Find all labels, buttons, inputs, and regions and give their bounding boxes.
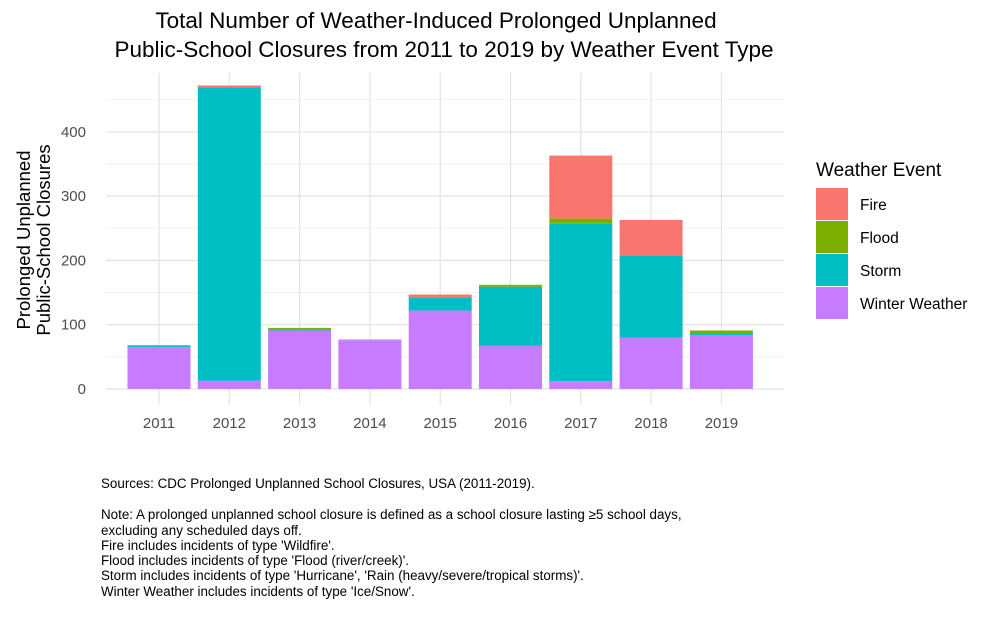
- x-tick-label: 2017: [564, 415, 597, 432]
- legend: Weather Event Fire Flood Storm Winter Weath…: [816, 160, 967, 319]
- chart-title-line-1: Total Number of Weather-Induced Prolonge…: [155, 8, 716, 33]
- x-tick-label: 2015: [424, 415, 457, 432]
- caption-note-line: Winter Weather includes incidents of typ…: [101, 583, 415, 599]
- bar-2011-storm: [127, 345, 191, 348]
- legend-label: Fire: [860, 197, 887, 214]
- y-tick-label: 400: [61, 124, 86, 141]
- bar-2013-storm: [268, 329, 332, 331]
- bar-2019-storm: [689, 333, 753, 335]
- legend-swatch-winter-weather: [816, 287, 848, 319]
- bar-2018-fire: [619, 219, 683, 256]
- bar-2014-winter-weather: [338, 340, 402, 389]
- legend-label: Storm: [860, 263, 901, 280]
- y-tick-label: 300: [61, 188, 86, 205]
- caption-note-line: Storm includes incidents of type 'Hurric…: [101, 568, 584, 584]
- bar-2012-fire: [197, 85, 261, 88]
- legend-items: Fire Flood Storm Winter Weather: [816, 188, 967, 319]
- caption-sources: Sources: CDC Prolonged Unplanned School …: [101, 476, 535, 491]
- x-tick-label: 2018: [634, 415, 667, 432]
- bar-2016-winter-weather: [479, 345, 542, 389]
- bar-2015-winter-weather: [408, 310, 472, 389]
- bar-2018-storm: [619, 255, 683, 338]
- y-tick-label: 0: [78, 381, 86, 398]
- legend-swatch-fire: [816, 188, 848, 220]
- y-axis-title-line-1: Prolonged Unplanned: [13, 151, 34, 330]
- x-tick-label: 2019: [705, 415, 738, 432]
- legend-title: Weather Event: [816, 160, 942, 181]
- legend-label: Winter Weather: [860, 296, 967, 313]
- bar-2017-flood: [549, 218, 613, 224]
- chart-title-line-2: Public-School Closures from 2011 to 2019…: [114, 37, 773, 62]
- bar-2017-winter-weather: [549, 381, 613, 389]
- bar-2019-winter-weather: [689, 334, 753, 389]
- bar-2015-flood: [408, 297, 472, 298]
- bar-2013-flood: [268, 327, 332, 330]
- x-tick-label: 2012: [213, 415, 246, 432]
- bar-2011-winter-weather: [127, 347, 191, 389]
- bar-2014-fire: [338, 339, 402, 341]
- y-axis-ticks: 0 100 200 300 400: [61, 124, 86, 398]
- bar-2018-winter-weather: [619, 337, 683, 389]
- legend-swatch-flood: [816, 221, 848, 253]
- legend-label: Flood: [860, 230, 899, 247]
- x-tick-label: 2014: [353, 415, 386, 432]
- bar-2016-flood: [479, 284, 542, 287]
- caption-note-line: Note: A prolonged unplanned school closu…: [101, 507, 682, 523]
- x-tick-label: 2013: [283, 415, 316, 432]
- chart-caption: Sources: CDC Prolonged Unplanned School …: [101, 476, 682, 599]
- caption-note-line: Fire includes incidents of type 'Wildfir…: [101, 537, 335, 553]
- y-axis-title: Prolonged Unplanned Public-School Closur…: [13, 144, 54, 335]
- bar-2015-storm: [408, 297, 472, 311]
- y-tick-label: 200: [61, 252, 86, 269]
- bar-2012-winter-weather: [197, 380, 261, 389]
- bar-2013-winter-weather: [268, 330, 332, 389]
- bar-2015-fire: [408, 294, 472, 298]
- bar-2019-flood: [689, 330, 753, 334]
- caption-note-line: excluding any scheduled days off.: [101, 522, 302, 538]
- x-axis-ticks: 2011 2012 2013 2014 2015 2016 2017 2018 2019: [143, 415, 738, 432]
- bars: [127, 85, 753, 389]
- x-tick-label: 2011: [143, 415, 175, 432]
- bar-2017-storm: [549, 223, 613, 382]
- caption-spacer: [101, 491, 682, 507]
- legend-swatch-storm: [816, 254, 848, 286]
- bar-2016-storm: [479, 286, 542, 346]
- y-tick-label: 100: [61, 317, 86, 334]
- y-axis-title-line-2: Public-School Closures: [33, 144, 54, 335]
- bar-2012-storm: [197, 87, 261, 381]
- x-tick-label: 2016: [494, 415, 527, 432]
- caption-note-line: Flood includes incidents of type 'Flood …: [101, 553, 410, 569]
- bar-2017-fire: [549, 155, 613, 219]
